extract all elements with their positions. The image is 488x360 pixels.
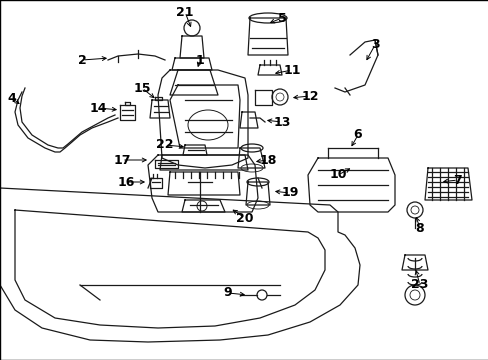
- Text: 5: 5: [277, 12, 286, 24]
- Text: 7: 7: [453, 174, 462, 186]
- Text: 19: 19: [281, 186, 298, 199]
- Text: 15: 15: [133, 81, 150, 94]
- Text: 14: 14: [89, 102, 106, 114]
- Text: 6: 6: [353, 129, 362, 141]
- Text: 22: 22: [156, 139, 173, 152]
- Text: 10: 10: [328, 168, 346, 181]
- Text: 1: 1: [195, 54, 204, 67]
- Text: 18: 18: [259, 153, 276, 166]
- Text: 20: 20: [236, 211, 253, 225]
- Text: 13: 13: [273, 116, 290, 129]
- Text: 16: 16: [117, 175, 134, 189]
- Text: 12: 12: [301, 90, 318, 103]
- Text: 4: 4: [8, 91, 16, 104]
- Text: 17: 17: [113, 153, 130, 166]
- Text: 9: 9: [223, 287, 232, 300]
- Text: 2: 2: [78, 54, 86, 67]
- Text: 23: 23: [410, 279, 428, 292]
- Text: 21: 21: [176, 5, 193, 18]
- Text: 3: 3: [370, 39, 379, 51]
- Text: 11: 11: [283, 63, 300, 77]
- Text: 8: 8: [415, 221, 424, 234]
